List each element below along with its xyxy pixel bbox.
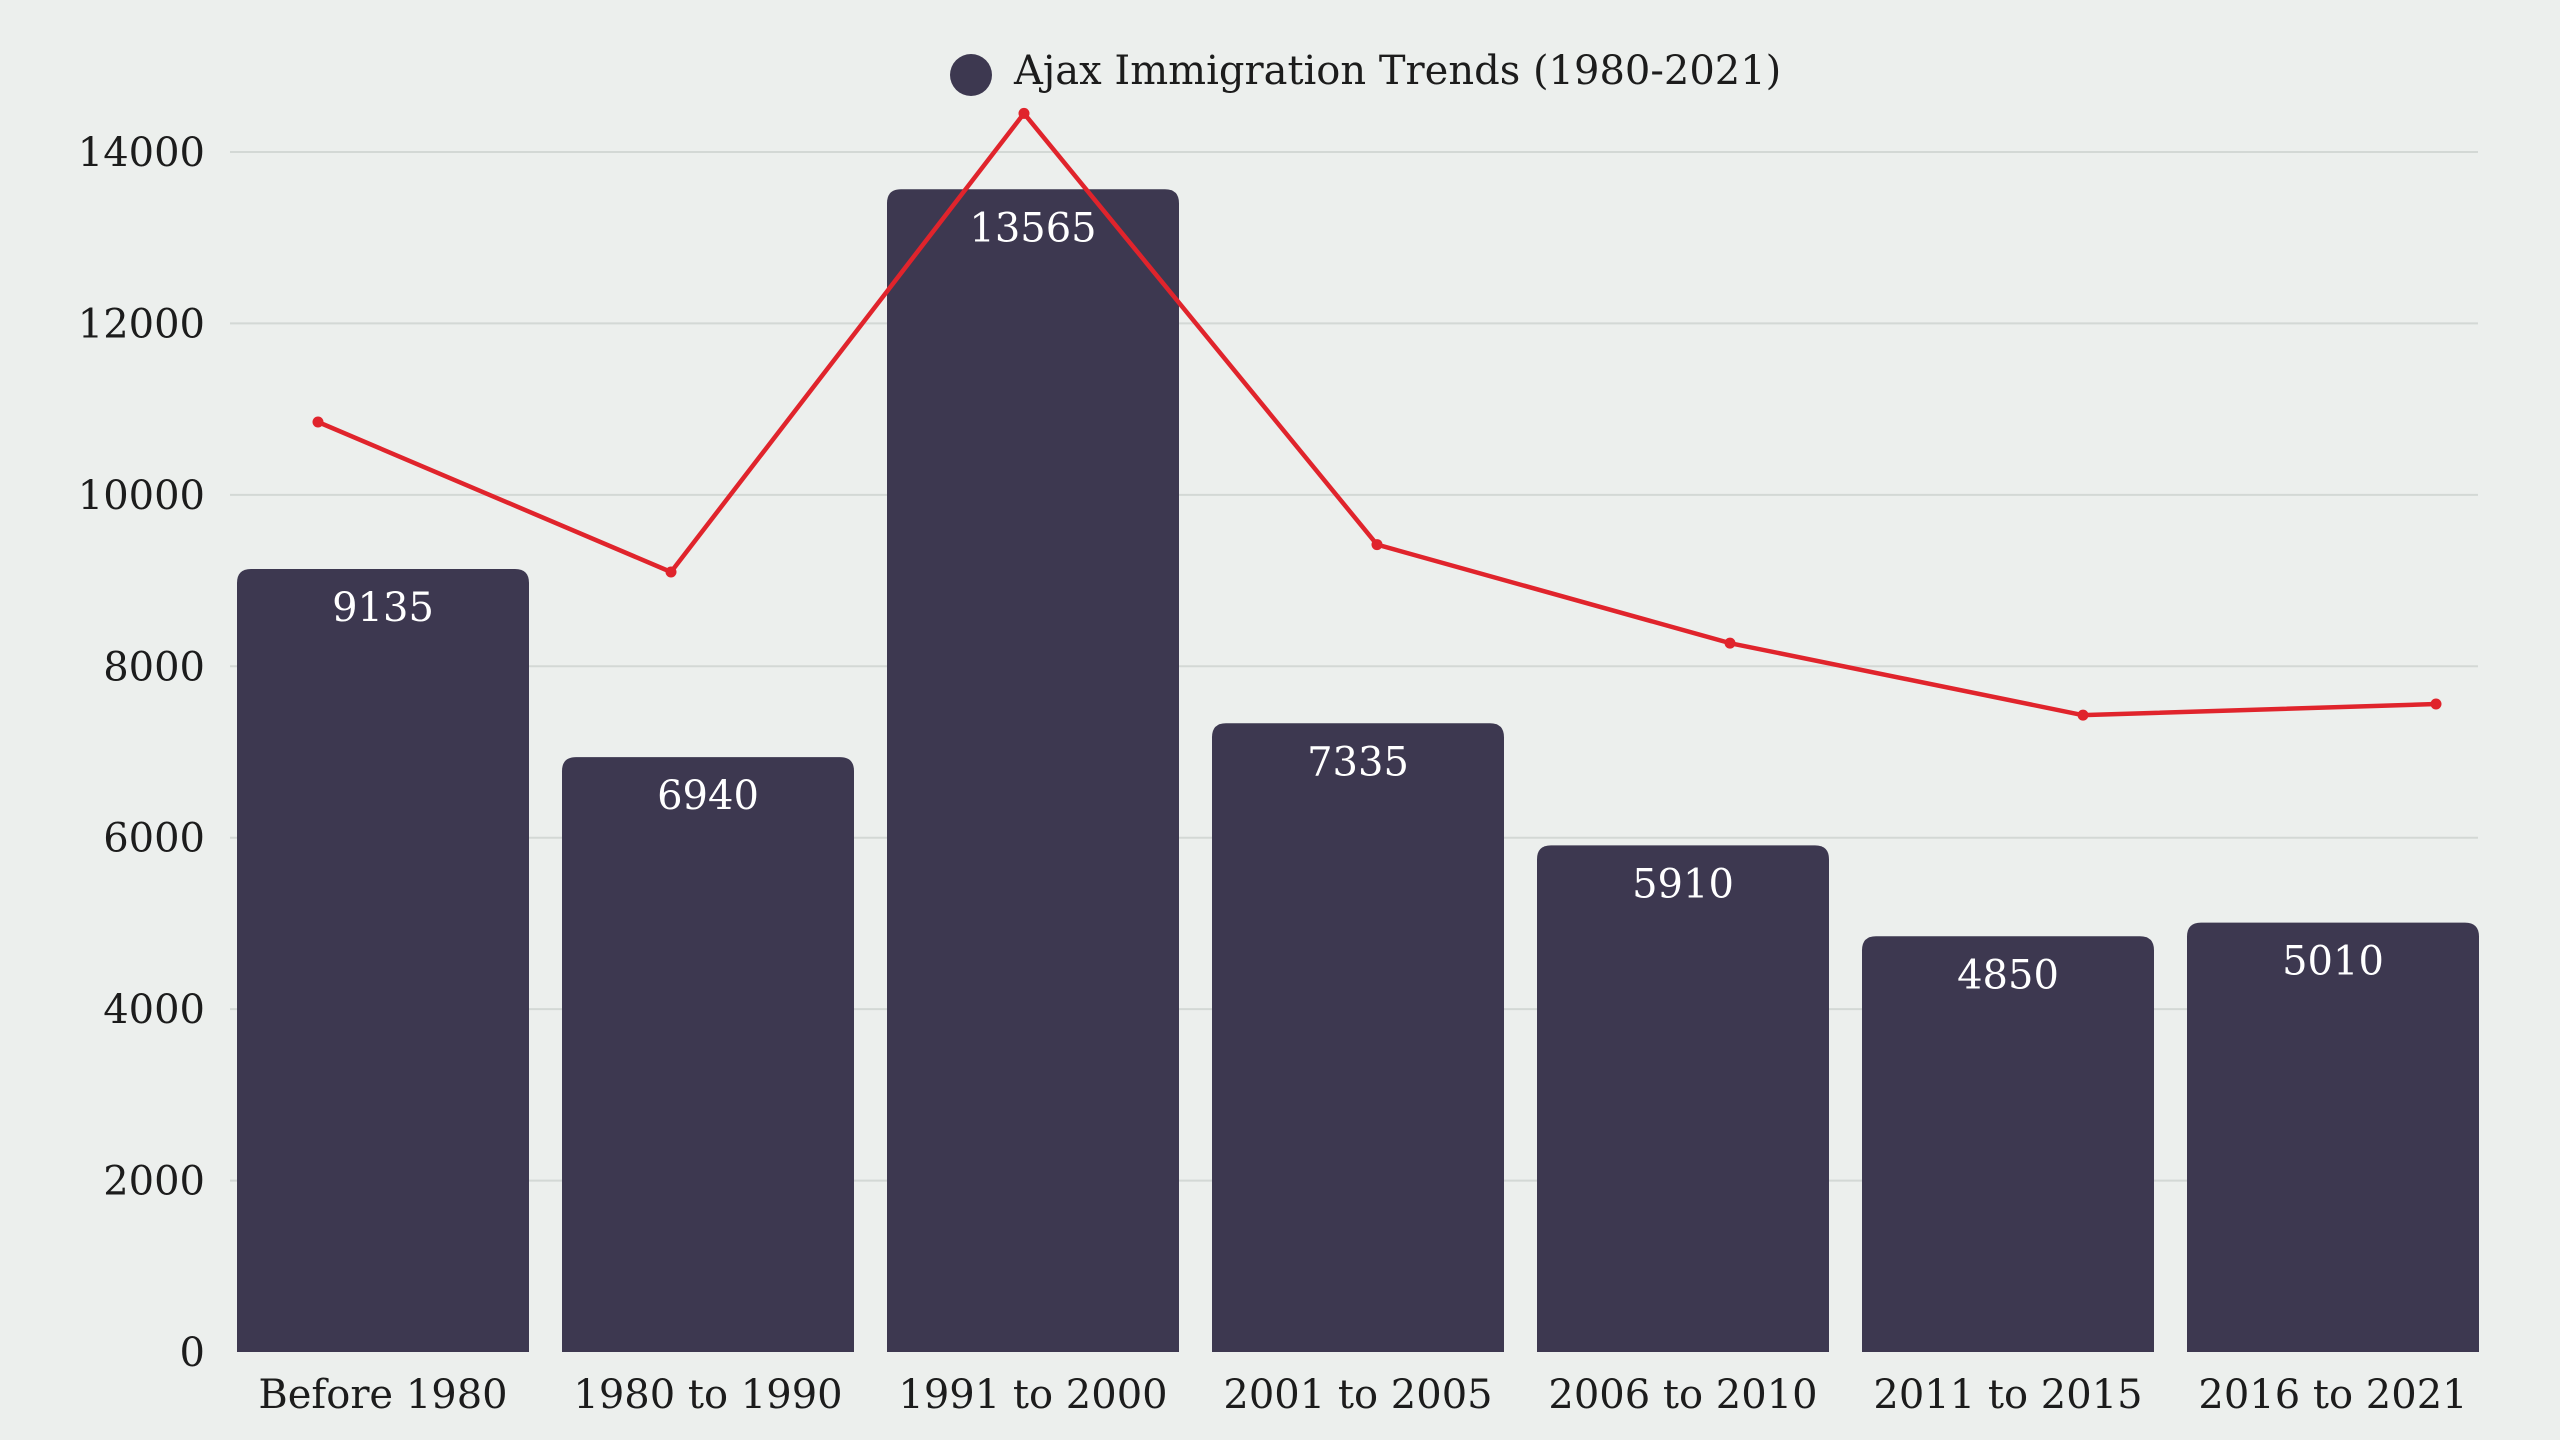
x-tick-label: 1980 to 1990 (573, 1372, 842, 1418)
bar-value-label: 5910 (1632, 861, 1734, 907)
x-tick-label: 2001 to 2005 (1223, 1372, 1492, 1418)
bar (1212, 723, 1504, 1352)
x-tick-label: 2016 to 2021 (2198, 1372, 2467, 1418)
line-point (1371, 539, 1383, 551)
line-point (665, 566, 677, 578)
bar (2187, 922, 2479, 1352)
bar-value-label: 9135 (332, 585, 434, 631)
bar-series: 9135 6940 13565 7335 5910 4850 5010 (237, 189, 2479, 1352)
legend-swatch (950, 54, 992, 96)
bar (887, 189, 1179, 1352)
line-point (1018, 107, 1030, 119)
y-axis: 0 2000 4000 6000 8000 10000 12000 14000 (78, 130, 205, 1376)
line-series (312, 107, 2442, 721)
y-tick-label: 0 (180, 1330, 205, 1376)
y-tick-label: 12000 (78, 301, 205, 347)
bar-value-label: 4850 (1957, 952, 2059, 998)
bar (562, 757, 854, 1352)
bar-value-label: 5010 (2282, 939, 2384, 985)
x-tick-label: 2011 to 2015 (1873, 1372, 2142, 1418)
y-tick-label: 4000 (103, 987, 205, 1033)
line-path (317, 111, 2437, 718)
x-tick-label: 1991 to 2000 (898, 1372, 1167, 1418)
line-point (2077, 709, 2089, 721)
line-point (312, 416, 324, 428)
x-axis: Before 1980 1980 to 1990 1991 to 2000 2001 … (258, 1372, 2467, 1418)
y-tick-label: 14000 (78, 130, 205, 176)
legend: Ajax Immigration Trends (1980-2021) (950, 48, 1781, 96)
x-tick-label: 2006 to 2010 (1548, 1372, 1817, 1418)
x-tick-label: Before 1980 (258, 1372, 507, 1418)
bar-value-label: 7335 (1307, 739, 1409, 785)
line-point (1724, 637, 1736, 649)
y-tick-label: 8000 (103, 644, 205, 690)
y-tick-label: 6000 (103, 816, 205, 862)
bar (1862, 936, 2154, 1352)
bar-value-label: 13565 (969, 205, 1096, 251)
y-tick-label: 10000 (78, 473, 205, 519)
bar-value-label: 6940 (657, 773, 759, 819)
line-point (2430, 698, 2442, 710)
bar (237, 569, 529, 1352)
bar (1537, 845, 1829, 1352)
legend-label: Ajax Immigration Trends (1980-2021) (1013, 48, 1781, 94)
y-tick-label: 2000 (103, 1159, 205, 1205)
